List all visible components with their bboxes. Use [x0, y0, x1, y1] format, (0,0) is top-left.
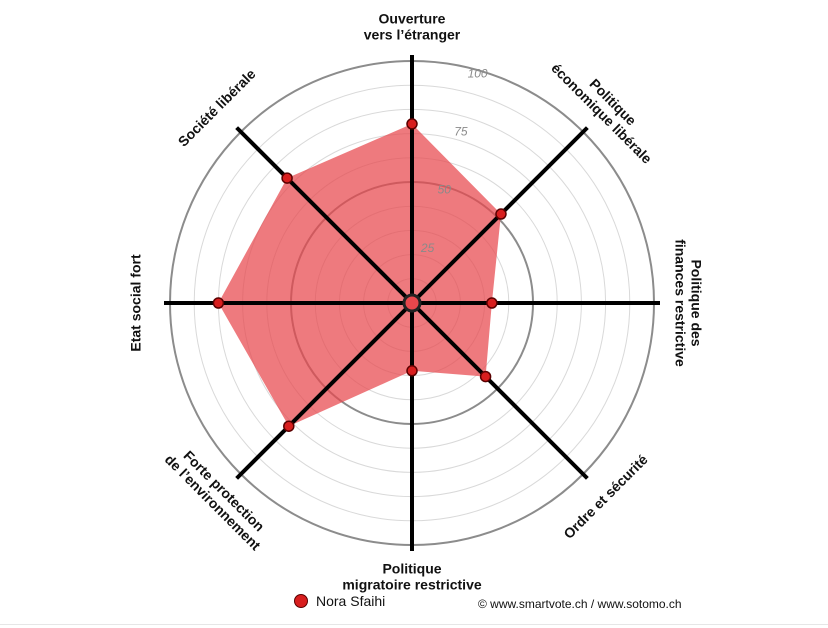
data-point	[283, 420, 295, 432]
axis-label-line: finances restrictive	[672, 239, 688, 367]
axis-label-line: migratoire restrictive	[342, 577, 481, 593]
axis-label-line: Etat social fort	[128, 254, 144, 352]
axis-line	[235, 126, 414, 305]
series-area	[218, 123, 501, 427]
axis-label-line: Ouverture	[379, 11, 446, 27]
axis-label: Etat social fort	[128, 254, 144, 352]
tick-label: 75	[454, 125, 468, 139]
axis-line	[235, 301, 414, 480]
radar-area	[218, 123, 501, 427]
axis-label-line: Politique des	[688, 259, 704, 346]
tick-label: 100	[468, 66, 488, 80]
data-point	[406, 118, 418, 130]
legend-label: Nora Sfaihi	[316, 593, 386, 609]
legend: Nora Sfaihi	[294, 593, 385, 609]
legend-marker	[294, 594, 308, 608]
data-point	[281, 172, 293, 184]
data-point	[212, 297, 225, 309]
axis-label-line: vers l’étranger	[364, 27, 461, 43]
data-point	[406, 365, 418, 377]
copyright-text: © www.smartvote.ch / www.sotomo.ch	[478, 597, 682, 611]
data-point	[486, 297, 498, 309]
data-point	[479, 370, 492, 383]
divider	[0, 624, 828, 625]
center-hub	[402, 293, 422, 313]
radar-points	[212, 118, 507, 432]
axis-line	[410, 301, 589, 480]
axis-label-line: Politique	[382, 561, 441, 577]
tick-label: 50	[438, 183, 452, 197]
data-point	[495, 208, 507, 220]
tick-label: 25	[420, 241, 435, 255]
radar-tick-labels: 25 50 75 100	[420, 66, 488, 254]
